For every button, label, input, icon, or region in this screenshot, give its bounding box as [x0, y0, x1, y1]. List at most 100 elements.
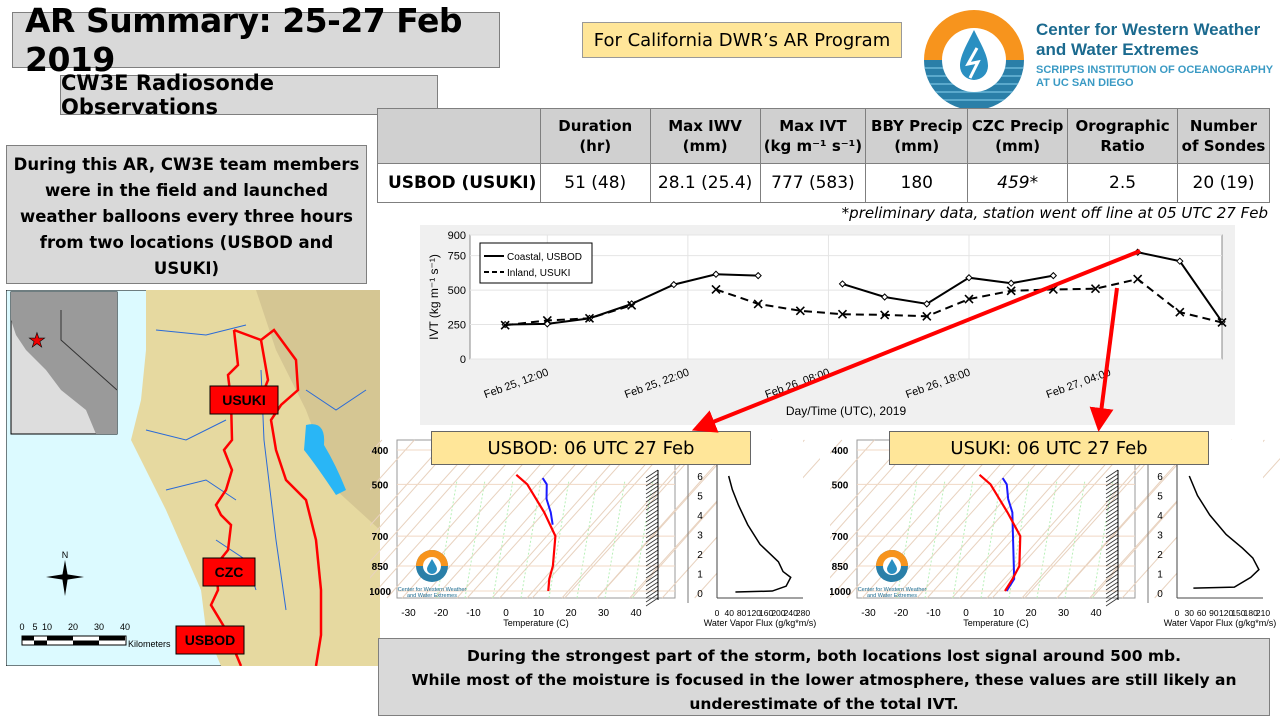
temperature-tick-label: 30 [1058, 608, 1070, 619]
wind-barb-icon [645, 513, 659, 523]
dry-adiabat [986, 439, 1128, 599]
wind-barb-icon [1105, 597, 1119, 607]
table-row: USBOD (USUKI) 51 (48) 28.1 (25.4) 777 (5… [377, 163, 1270, 203]
isotherm [434, 439, 578, 599]
temperature-axis-label: Temperature (C) [503, 618, 569, 628]
wind-barb-icon [645, 561, 659, 571]
height-tick-label: 6 [697, 472, 703, 483]
temperature-tick-label: -10 [926, 608, 941, 619]
isotherm [370, 439, 415, 491]
wind-barb-icon [645, 473, 659, 483]
profile-line-blue [1001, 477, 1016, 592]
isotherm [499, 439, 643, 599]
pressure-tick-label: 500 [372, 480, 389, 491]
data-point [1217, 317, 1227, 328]
data-point [670, 280, 678, 289]
column-header: Duration (hr) [539, 108, 651, 164]
temperature-tick-label: -30 [861, 608, 876, 619]
wind-barb-icon [1105, 565, 1119, 575]
wind-barb-icon [645, 585, 659, 595]
mini-logo-text-2: and Water Extremes [407, 593, 457, 599]
dry-adiabat [830, 439, 953, 579]
wind-barb-icon [645, 577, 659, 587]
height-tick-label: 1 [1157, 570, 1163, 581]
dry-adiabat [370, 439, 458, 539]
wind-barb-icon [1105, 469, 1119, 479]
pressure-tick-label: 500 [832, 480, 849, 491]
wind-barb-icon [645, 493, 659, 503]
y-tick-label: 900 [448, 230, 466, 242]
wind-barb-icon [1105, 481, 1119, 491]
wind-barb-icon [645, 545, 659, 555]
preliminary-data-note: *preliminary data, station went off line… [841, 204, 1268, 222]
wind-barb-icon [645, 509, 659, 519]
table-cell: 180 [865, 163, 969, 203]
north-arrow-icon: N [46, 550, 84, 596]
wind-barb-icon [1105, 509, 1119, 519]
temperature-tick-label: 0 [503, 608, 509, 619]
map-labels: USUKI CZC USBOD [175, 385, 279, 655]
wind-barb-icon [645, 549, 659, 559]
summary-text: During the strongest part of the storm, … [378, 638, 1270, 716]
usbod-sounding-title: USBOD: 06 UTC 27 Feb [431, 431, 751, 465]
isotherm [830, 439, 875, 491]
column-header: BBY Precip (mm) [865, 108, 969, 164]
table-cell: 51 (48) [539, 163, 651, 203]
isotherm [466, 439, 610, 599]
dry-adiabat [596, 439, 738, 599]
flux-tick-label: 280 [796, 608, 810, 618]
isotherm [926, 439, 1070, 599]
column-header: Orographic Ratio [1067, 108, 1178, 164]
flux-tick-label: 40 [725, 608, 735, 618]
lake-icon [304, 424, 346, 495]
height-tick-label: 3 [697, 531, 703, 542]
temperature-tick-label: -10 [466, 608, 481, 619]
temperature-tick-label: 30 [598, 608, 610, 619]
table-cell: 28.1 (25.4) [649, 163, 761, 203]
svg-text:0: 0 [19, 622, 24, 632]
temperature-profile-line [978, 473, 1022, 592]
wind-barb-icon [1105, 569, 1119, 579]
flux-tick-label: 150 [1231, 608, 1245, 618]
flux-tick-label: 120 [747, 608, 761, 618]
wind-barb-icon [1105, 477, 1119, 487]
data-point [1176, 257, 1184, 265]
wind-barb-icon [645, 525, 659, 535]
dry-adiabat [830, 439, 918, 539]
temperature-tick-label: -30 [401, 608, 416, 619]
wind-barb-icon [645, 553, 659, 563]
x-tick-label: Feb 25, 12:00 [482, 367, 550, 401]
height-tick-label: 5 [1157, 492, 1163, 503]
dry-adiabat [456, 439, 598, 599]
flux-axis-label: Water Vapor Flux (g/kg*m/s) [704, 618, 817, 628]
temperature-tick-label: 20 [565, 608, 577, 619]
wind-barb-icon [645, 537, 659, 547]
table-cell: 459* [967, 163, 1069, 203]
mini-cw3e-logo-icon [876, 550, 908, 582]
wind-barb-icon [645, 529, 659, 539]
dry-adiabat [561, 439, 703, 599]
flux-tick-label: 60 [1197, 608, 1207, 618]
flux-profile-line [727, 475, 792, 593]
page-title: AR Summary: 25-27 Feb 2019 [12, 1, 500, 79]
x-tick-label: Feb 25, 22:00 [623, 367, 691, 401]
wind-barb-icon [645, 469, 659, 479]
pressure-tick-label: 850 [372, 562, 389, 573]
column-header: Max IVT (kg m⁻¹ s⁻¹) [759, 108, 867, 164]
height-tick-label: 5 [697, 492, 703, 503]
pressure-tick-label: 850 [832, 562, 849, 573]
table-cell: 777 (583) [759, 163, 867, 203]
wind-barb-icon [1105, 537, 1119, 547]
wind-barb-icon [1105, 473, 1119, 483]
flux-plot-area [717, 440, 803, 598]
x-tick-label: Feb 26, 18:00 [904, 367, 972, 401]
flux-tick-label: 160 [759, 608, 773, 618]
pressure-tick-label: 400 [832, 446, 849, 457]
flux-tick-label: 90 [1209, 608, 1219, 618]
y-tick-label: 0 [460, 354, 466, 366]
wind-barb-icon [645, 565, 659, 575]
wind-barb-icon [1105, 497, 1119, 507]
y-tick-label: 500 [448, 285, 466, 297]
svg-text:5: 5 [32, 622, 37, 632]
wind-barb-icon [645, 541, 659, 551]
